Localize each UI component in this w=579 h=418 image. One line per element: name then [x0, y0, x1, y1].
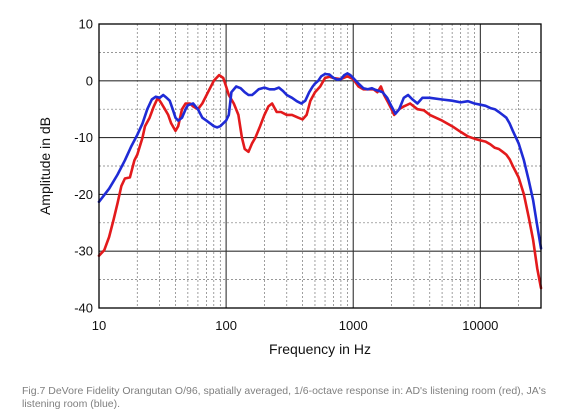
- x-tick-label: 10: [92, 318, 106, 333]
- x-tick-label: 1000: [339, 318, 368, 333]
- plot-frame: [98, 23, 542, 309]
- y-axis-label: Amplitude in dB: [37, 117, 53, 215]
- y-tick-label: 10: [79, 17, 93, 32]
- grid-lines: [99, 24, 541, 308]
- y-tick-label: -30: [74, 244, 93, 259]
- y-tick-label: -10: [74, 130, 93, 145]
- x-tick-label: 100: [215, 318, 237, 333]
- series-line-red: [97, 73, 543, 290]
- y-tick-label: 0: [86, 73, 93, 88]
- x-tick-label: 10000: [462, 318, 498, 333]
- x-axis-label: Frequency in Hz: [269, 341, 371, 357]
- y-tick-label: -40: [74, 301, 93, 316]
- y-tick-label: -20: [74, 187, 93, 202]
- figure-caption: Fig.7 DeVore Fidelity Orangutan O/96, sp…: [22, 385, 547, 410]
- response-curves: [97, 72, 543, 290]
- series-line-blue: [97, 72, 543, 250]
